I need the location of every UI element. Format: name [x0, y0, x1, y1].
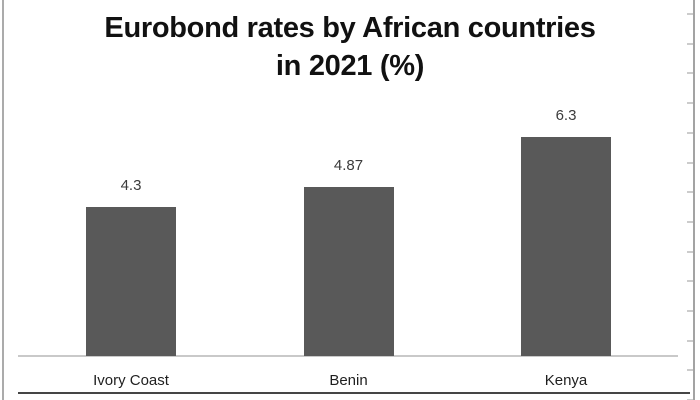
ruler-tick [687, 132, 693, 134]
bar [303, 187, 394, 356]
chart-title-line2: in 2021 (%) [275, 50, 425, 82]
ruler-tick [687, 221, 693, 223]
chart-title: Eurobond rates by African countries in 2… [0, 9, 700, 85]
bar-value-label: 4.3 [120, 177, 142, 194]
category-label: Kenya [544, 372, 588, 389]
frame-right-border [693, 0, 695, 400]
ruler-tick [687, 310, 693, 312]
bar-value-label: 4.87 [333, 157, 364, 174]
ruler-tick [687, 102, 693, 104]
x-axis-line [18, 355, 678, 357]
ruler-tick [687, 72, 693, 74]
ruler-tick [687, 43, 693, 45]
chart-title-line1: Eurobond rates by African countries [104, 12, 596, 44]
bar [521, 137, 611, 356]
ruler-tick [687, 191, 693, 193]
bar [86, 207, 176, 356]
ruler-tick [687, 340, 693, 342]
category-label: Ivory Coast [93, 372, 169, 389]
ruler-tick [687, 280, 693, 282]
ruler-tick [687, 162, 693, 164]
frame-left-border [2, 0, 4, 400]
ruler-tick [687, 13, 693, 15]
frame-bottom-border [18, 392, 690, 394]
ruler-tick [687, 369, 693, 371]
category-label: Benin [329, 372, 368, 389]
bar-value-label: 6.3 [555, 107, 577, 124]
ruler-tick [687, 251, 693, 253]
